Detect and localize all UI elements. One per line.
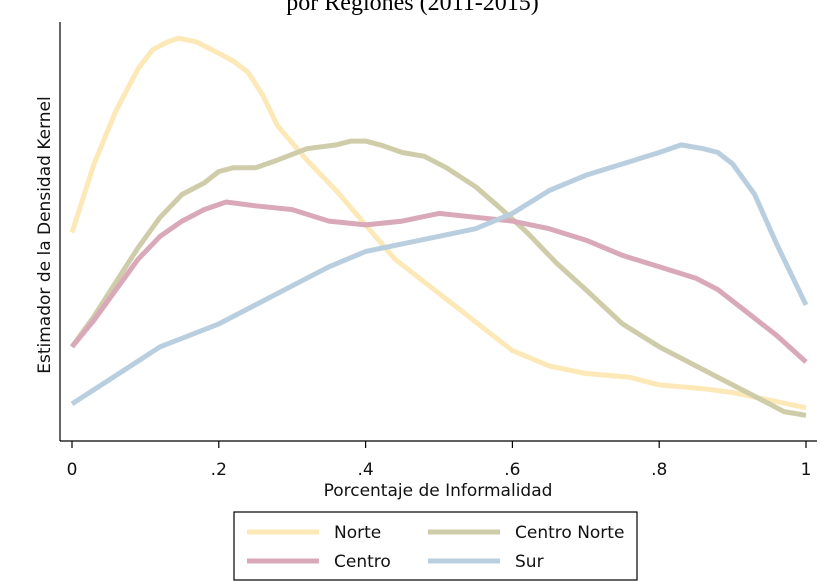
- legend-label-centro: Centro: [334, 552, 391, 572]
- legend: Norte Centro Norte Centro Sur: [233, 511, 638, 581]
- series-line-norte: [69, 35, 807, 411]
- legend-label-norte: Norte: [334, 523, 381, 543]
- x-tick-label: .2: [211, 460, 227, 480]
- legend-label-centro-norte: Centro Norte: [515, 523, 624, 543]
- series-line-centro: [70, 199, 808, 364]
- x-tick-label: .4: [357, 460, 373, 480]
- series-line-sur: [70, 142, 809, 406]
- x-tick-label: 0: [67, 460, 78, 480]
- x-tick-label: .8: [651, 460, 667, 480]
- series-line-centro-norte: [69, 138, 807, 418]
- x-tick-label: 1: [801, 460, 812, 480]
- series-layer: [69, 35, 809, 418]
- y-axis-label: Estimador de la Densidad Kernel: [35, 96, 55, 373]
- axes: 0 .2 .4 .6 .8 1: [59, 22, 817, 480]
- x-axis-label: Porcentaje de Informalidad: [324, 481, 553, 501]
- x-tick-label: .6: [504, 460, 520, 480]
- legend-box: [233, 511, 638, 581]
- legend-label-sur: Sur: [515, 552, 544, 572]
- chart-title: por Regiones (2011-2015): [286, 0, 539, 16]
